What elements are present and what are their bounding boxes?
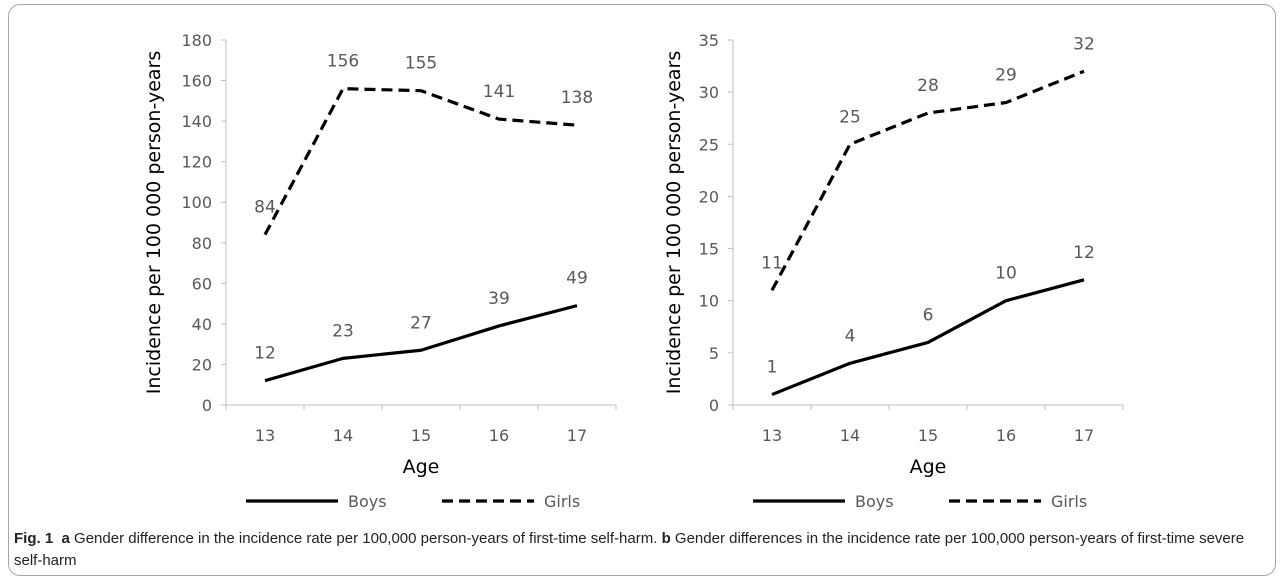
x-tick-label: 15 bbox=[411, 426, 431, 445]
legend-label-boys: Boys bbox=[855, 492, 894, 511]
data-label-boys: 12 bbox=[254, 344, 276, 364]
legend-label-boys: Boys bbox=[348, 492, 387, 511]
series-line-boys bbox=[771, 278, 1085, 397]
caption-b-text: Gender differences in the incidence rate… bbox=[14, 530, 1245, 569]
y-axis-title: Incidence per 100 000 person-years bbox=[663, 51, 685, 394]
data-label-boys: 27 bbox=[410, 313, 432, 333]
y-tick-label: 160 bbox=[181, 72, 212, 91]
y-tick-label: 120 bbox=[181, 153, 212, 172]
y-tick-label: 5 bbox=[709, 344, 719, 363]
y-tick-label: 140 bbox=[181, 112, 212, 131]
caption-a-text: Gender difference in the incidence rate … bbox=[74, 530, 658, 547]
y-tick-label: 100 bbox=[181, 193, 212, 212]
caption-a-letter: a bbox=[61, 530, 70, 547]
data-label-girls: 28 bbox=[917, 76, 939, 96]
y-tick-label: 60 bbox=[192, 274, 212, 293]
data-label-girls: 141 bbox=[483, 82, 515, 102]
data-label-boys: 4 bbox=[845, 326, 856, 346]
x-tick-label: 17 bbox=[1074, 426, 1094, 445]
figure-frame bbox=[8, 4, 1276, 576]
legend-label-girls: Girls bbox=[1051, 492, 1087, 511]
data-label-boys: 6 bbox=[923, 305, 934, 325]
data-label-boys: 1 bbox=[767, 358, 778, 378]
caption-b-letter: b bbox=[661, 530, 671, 547]
x-tick-label: 16 bbox=[996, 426, 1016, 445]
data-label-boys: 12 bbox=[1073, 243, 1095, 263]
data-label-girls: 11 bbox=[761, 253, 783, 273]
caption-fig-label: Fig. 1 bbox=[14, 530, 54, 547]
series-line-boys bbox=[264, 304, 578, 383]
data-label-girls: 25 bbox=[839, 107, 861, 127]
x-tick-label: 16 bbox=[489, 426, 509, 445]
x-axis-title: Age bbox=[403, 456, 440, 478]
y-tick-label: 10 bbox=[699, 292, 719, 311]
data-label-boys: 10 bbox=[995, 264, 1017, 284]
data-label-girls: 29 bbox=[995, 66, 1017, 86]
x-tick-label: 17 bbox=[567, 426, 587, 445]
x-tick-label: 15 bbox=[918, 426, 938, 445]
y-tick-label: 25 bbox=[699, 135, 719, 154]
data-label-boys: 23 bbox=[332, 321, 354, 341]
data-label-boys: 49 bbox=[566, 269, 588, 289]
x-tick-label: 14 bbox=[333, 426, 353, 445]
x-tick-label: 14 bbox=[840, 426, 860, 445]
series-line-girls bbox=[770, 69, 1085, 292]
data-label-girls: 84 bbox=[254, 198, 276, 218]
y-tick-label: 180 bbox=[181, 31, 212, 50]
data-label-boys: 39 bbox=[488, 289, 510, 309]
legend-label-girls: Girls bbox=[544, 492, 580, 511]
y-tick-label: 30 bbox=[699, 83, 719, 102]
data-label-girls: 156 bbox=[327, 52, 359, 72]
y-tick-label: 40 bbox=[192, 315, 212, 334]
y-tick-label: 15 bbox=[699, 240, 719, 259]
data-label-girls: 155 bbox=[405, 54, 437, 74]
y-tick-label: 20 bbox=[192, 355, 212, 374]
y-tick-label: 20 bbox=[699, 187, 719, 206]
y-tick-label: 35 bbox=[699, 31, 719, 50]
y-axis-title: Incidence per 100 000 person-years bbox=[143, 51, 165, 394]
x-tick-label: 13 bbox=[255, 426, 275, 445]
chart-a: 0 20 40 60 80 100 120 140 160 180 13 14 15 16 17 Age Inc… bbox=[143, 31, 617, 511]
x-axis-title: Age bbox=[910, 456, 947, 478]
x-tick-label: 13 bbox=[762, 426, 782, 445]
figure-caption: Fig. 1 a Gender difference in the incide… bbox=[14, 528, 1264, 572]
data-label-girls: 138 bbox=[561, 88, 593, 108]
data-label-girls: 32 bbox=[1073, 34, 1095, 54]
y-tick-label: 0 bbox=[709, 396, 719, 415]
y-tick-label: 80 bbox=[192, 234, 212, 253]
series-line-girls bbox=[263, 87, 578, 236]
y-tick-label: 0 bbox=[202, 396, 212, 415]
